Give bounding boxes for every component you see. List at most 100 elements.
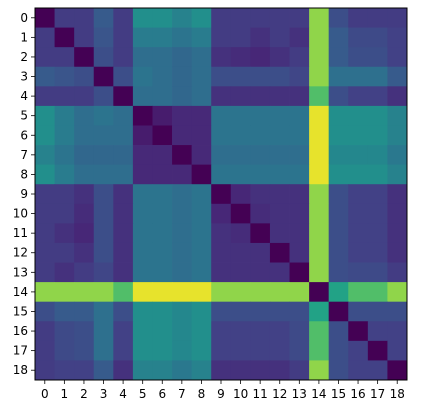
x-tick-label: 11	[253, 387, 268, 401]
heatmap-cell-13-18	[387, 262, 408, 283]
heatmap-cell-9-9	[211, 184, 232, 205]
heatmap-cell-10-16	[348, 203, 369, 224]
heatmap-cell-14-18	[387, 282, 408, 303]
heatmap-cell-7-12	[269, 145, 290, 166]
heatmap-cell-15-4	[113, 301, 134, 322]
heatmap-cell-12-6	[152, 242, 173, 263]
heatmap-cell-9-6	[152, 184, 173, 205]
heatmap-cell-4-18	[387, 86, 408, 107]
heatmap-cell-18-2	[74, 360, 95, 381]
heatmap-cell-14-4	[113, 282, 134, 303]
heatmap-cell-8-4	[113, 164, 134, 185]
heatmap-cell-15-7	[172, 301, 193, 322]
heatmap-cell-2-4	[113, 47, 134, 68]
x-tick-label: 8	[198, 387, 206, 401]
heatmap-cell-18-5	[132, 360, 153, 381]
heatmap-cell-6-16	[348, 125, 369, 146]
heatmap-cell-5-6	[152, 105, 173, 126]
heatmap-cell-11-7	[172, 223, 193, 244]
heatmap-cell-4-0	[35, 86, 55, 107]
heatmap-cell-6-3	[93, 125, 114, 146]
heatmap-cell-9-11	[250, 184, 271, 205]
heatmap-cell-3-3	[93, 66, 114, 87]
heatmap-cell-5-11	[250, 105, 271, 126]
heatmap-cell-14-8	[191, 282, 212, 303]
heatmap-cell-15-12	[269, 301, 290, 322]
heatmap-cell-10-5	[132, 203, 153, 224]
heatmap-cell-7-13	[289, 145, 310, 166]
y-tick-label: 8	[20, 167, 28, 181]
x-tick-label: 0	[41, 387, 49, 401]
heatmap-cell-11-15	[328, 223, 349, 244]
heatmap-cell-8-15	[328, 164, 349, 185]
heatmap-cell-4-6	[152, 86, 173, 107]
heatmap-cell-2-3	[93, 47, 114, 68]
y-tick-label: 0	[20, 11, 28, 25]
heatmap-cell-9-8	[191, 184, 212, 205]
heatmap-cell-8-9	[211, 164, 232, 185]
heatmap-cell-7-3	[93, 145, 114, 166]
heatmap-cell-3-17	[367, 66, 388, 87]
x-axis: 0 1 2 3 4 5 6 7 8 9 10 11 12 13 14 15 16 17 18	[41, 380, 405, 401]
heatmap-cell-11-1	[54, 223, 75, 244]
heatmap-cell-1-11	[250, 27, 271, 48]
heatmap-cell-7-5	[132, 145, 153, 166]
heatmap-cell-7-17	[367, 145, 388, 166]
heatmap-cell-6-12	[269, 125, 290, 146]
heatmap-cell-1-18	[387, 27, 408, 48]
heatmap-cell-8-5	[132, 164, 153, 185]
heatmap-cell-4-11	[250, 86, 271, 107]
y-tick-label: 17	[13, 344, 28, 358]
heatmap-cell-11-17	[367, 223, 388, 244]
heatmap-cell-2-13	[289, 47, 310, 68]
heatmap-cell-17-14	[309, 340, 330, 361]
heatmap-cell-12-8	[191, 242, 212, 263]
heatmap-cell-15-18	[387, 301, 408, 322]
y-tick-label: 4	[20, 89, 28, 103]
heatmap-cell-0-14	[309, 8, 330, 28]
heatmap-cell-10-2	[74, 203, 95, 224]
heatmap-cell-5-9	[211, 105, 232, 126]
heatmap-cell-5-7	[172, 105, 193, 126]
heatmap-cell-15-10	[230, 301, 251, 322]
y-tick-label: 3	[20, 70, 28, 84]
heatmap-cell-12-9	[211, 242, 232, 263]
heatmap-cell-0-0	[35, 8, 55, 28]
heatmap-cell-2-7	[172, 47, 193, 68]
heatmap-cell-9-13	[289, 184, 310, 205]
y-tick-label: 11	[13, 226, 28, 240]
heatmap-cell-16-13	[289, 321, 310, 342]
heatmap-cell-16-1	[54, 321, 75, 342]
y-tick-label: 9	[20, 187, 28, 201]
heatmap-cell-10-0	[35, 203, 55, 224]
heatmap-cell-3-12	[269, 66, 290, 87]
heatmap-cell-9-15	[328, 184, 349, 205]
heatmap-cell-9-7	[172, 184, 193, 205]
x-tick-label: 5	[139, 387, 147, 401]
x-tick-label: 6	[158, 387, 166, 401]
heatmap-cell-4-14	[309, 86, 330, 107]
heatmap-cell-18-1	[54, 360, 75, 381]
heatmap-cell-11-16	[348, 223, 369, 244]
heatmap-cell-11-11	[250, 223, 271, 244]
heatmap-cell-8-11	[250, 164, 271, 185]
heatmap-cell-9-2	[74, 184, 95, 205]
heatmap-cell-10-1	[54, 203, 75, 224]
x-tick-label: 3	[100, 387, 108, 401]
heatmap-cell-0-3	[93, 8, 114, 28]
heatmap-cell-13-10	[230, 262, 251, 283]
heatmap-cell-6-15	[328, 125, 349, 146]
heatmap-cell-18-16	[348, 360, 369, 381]
heatmap-cell-9-0	[35, 184, 55, 205]
x-tick-label: 17	[370, 387, 385, 401]
y-tick-label: 13	[13, 265, 28, 279]
heatmap-cell-12-11	[250, 242, 271, 263]
heatmap-cell-14-7	[172, 282, 193, 303]
heatmap-cell-0-7	[172, 8, 193, 28]
heatmap-cell-4-9	[211, 86, 232, 107]
y-tick-label: 18	[13, 363, 28, 377]
heatmap-cell-16-18	[387, 321, 408, 342]
heatmap-cell-11-2	[74, 223, 95, 244]
heatmap-cell-6-7	[172, 125, 193, 146]
heatmap-cell-17-9	[211, 340, 232, 361]
